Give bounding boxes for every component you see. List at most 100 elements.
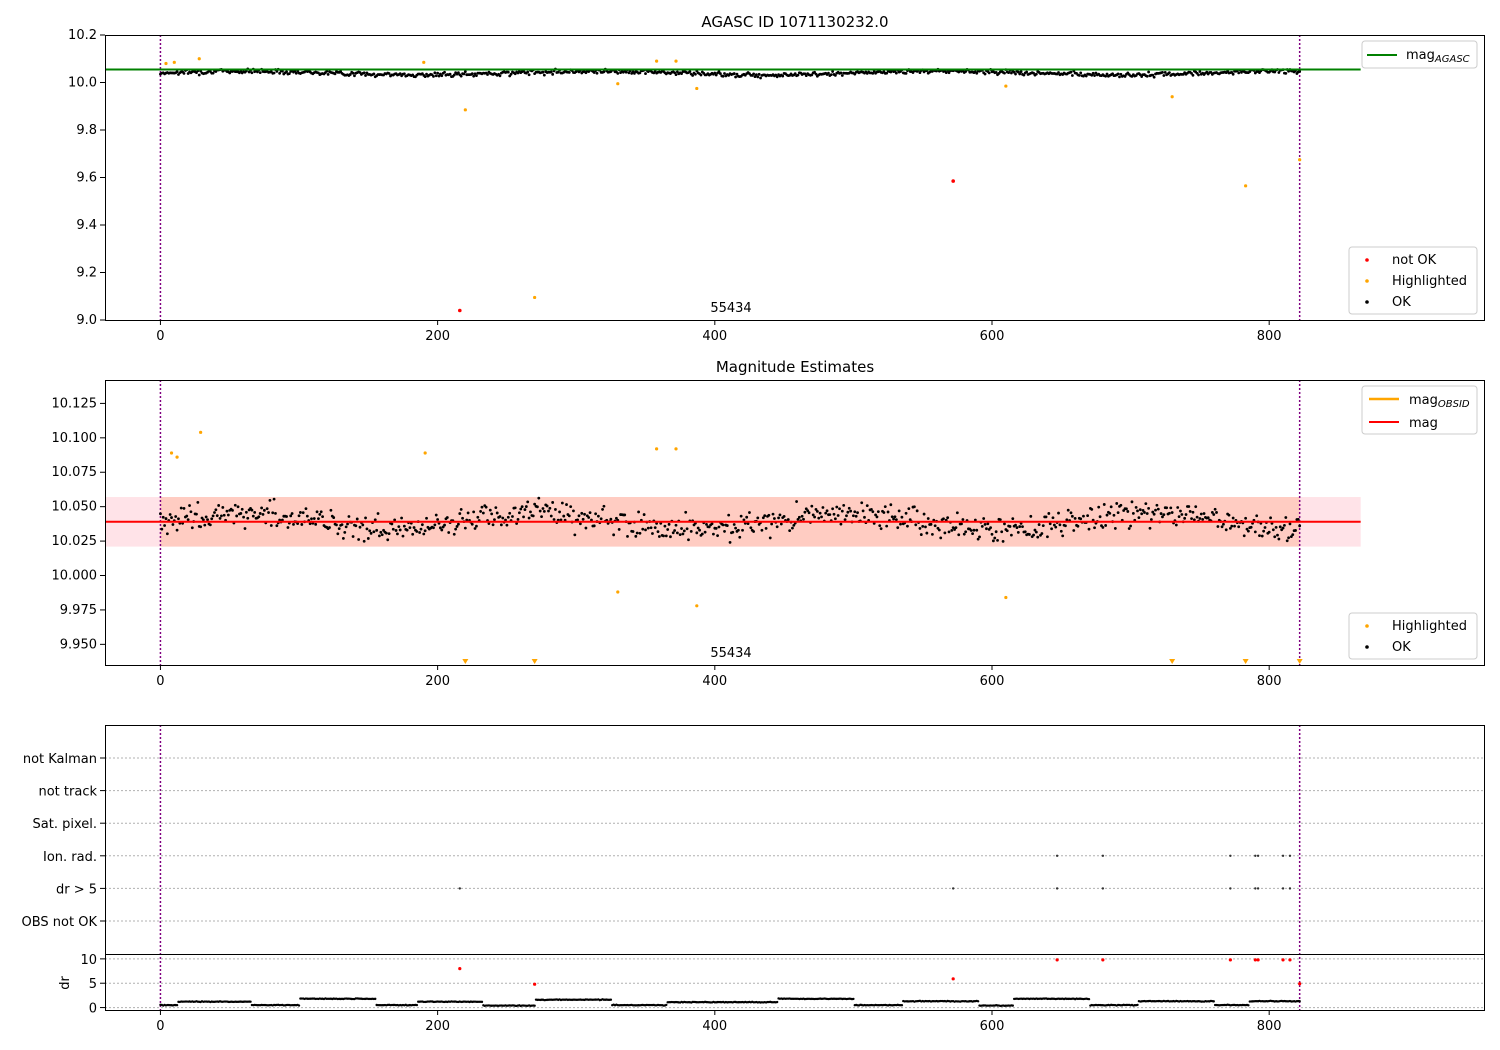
ok-point: [559, 518, 563, 522]
ok-point: [870, 508, 873, 511]
not-ok-point: [951, 179, 955, 183]
legend2-ok: OK: [1392, 640, 1411, 655]
y-tick-label: 9.2: [76, 266, 97, 281]
ok-point: [796, 73, 800, 77]
ok-point: [590, 518, 593, 522]
ok-point: [250, 71, 254, 75]
ok-point: [423, 75, 427, 79]
y-tick-label: 10.025: [52, 534, 98, 549]
ok-point: [278, 71, 282, 75]
ok-point: [185, 514, 189, 518]
ok-point: [1046, 535, 1049, 539]
ok-point: [420, 523, 424, 527]
ok-point: [817, 516, 821, 520]
ok-point: [509, 72, 513, 76]
panel1-line-legend: magAGASC: [1361, 40, 1478, 69]
ok-point: [567, 514, 571, 518]
ok-point: [197, 73, 201, 77]
ok-point: [1000, 530, 1004, 534]
ok-point: [498, 515, 502, 518]
ok-point: [829, 73, 833, 77]
flag-point: [1254, 887, 1257, 890]
ok-point: [480, 505, 484, 509]
ok-point: [336, 532, 340, 536]
ok-point: [1034, 530, 1038, 534]
ok-point: [1029, 514, 1033, 518]
ok-point: [723, 530, 726, 533]
ok-point: [511, 515, 514, 518]
ok-point: [890, 515, 894, 519]
ok-point: [364, 74, 367, 77]
ok-point: [792, 524, 796, 527]
flag-point: [1229, 887, 1232, 890]
ok-point: [533, 502, 537, 506]
clipped-marker: [1242, 659, 1249, 664]
panel1-frame: [105, 35, 1485, 321]
ok-point: [548, 506, 552, 510]
ok-point: [587, 516, 591, 519]
dr-tick-label: 5: [89, 977, 97, 992]
ok-point: [939, 536, 943, 540]
ok-point: [171, 523, 175, 526]
panel1-obsid-label: 55434: [710, 301, 751, 316]
ok-point: [1263, 526, 1267, 529]
ok-point: [1296, 517, 1300, 521]
ok-point: [894, 71, 898, 75]
ok-point: [562, 514, 566, 518]
ok-point: [947, 530, 951, 534]
panel3-frame: [105, 725, 1485, 1011]
y-tick-label: 9.975: [60, 603, 97, 618]
ok-point: [199, 525, 203, 529]
dr-point: [415, 1003, 419, 1007]
ok-point: [1152, 75, 1156, 79]
ok-point: [732, 72, 736, 75]
ok-point: [717, 70, 721, 73]
ok-point: [1087, 527, 1091, 531]
ok-point: [856, 511, 859, 515]
dr-flagged-point: [533, 982, 537, 986]
ok-point: [527, 516, 531, 520]
ok-point: [1287, 536, 1290, 540]
ok-point: [366, 537, 370, 540]
ok-point: [1090, 73, 1094, 77]
ok-point: [541, 507, 545, 510]
ok-point: [815, 509, 819, 513]
ok-point: [1040, 532, 1044, 535]
x-tick-label: 0: [156, 1019, 164, 1034]
ok-point: [735, 72, 739, 76]
ok-point: [1145, 512, 1149, 515]
ok-point: [1253, 530, 1257, 534]
y-tick-label: 9.0: [76, 313, 97, 328]
ok-point: [1224, 528, 1228, 532]
ok-point: [1163, 70, 1167, 74]
ok-point: [756, 516, 760, 520]
ok-point: [541, 70, 545, 74]
ok-point: [1032, 533, 1035, 537]
ok-point: [520, 505, 524, 509]
ok-point: [175, 70, 179, 74]
ok-point: [567, 70, 571, 74]
ok-point: [975, 71, 979, 75]
ok-point: [275, 524, 279, 528]
y-tick-label: 10.075: [52, 465, 98, 480]
dr-flagged-point: [1256, 958, 1260, 962]
ok-point: [319, 510, 323, 514]
ok-point: [964, 70, 968, 73]
ok-point: [1147, 70, 1151, 74]
ok-point: [222, 513, 226, 517]
ok-point: [1047, 512, 1051, 515]
ok-point: [1209, 71, 1213, 74]
ok-point: [202, 518, 205, 522]
ok-point: [257, 515, 261, 519]
ok-point: [1093, 74, 1096, 77]
ok-point: [436, 518, 440, 521]
ok-point: [1145, 74, 1149, 78]
ok-point: [987, 71, 991, 75]
ok-point: [1015, 526, 1019, 529]
ok-point: [170, 516, 173, 519]
ok-point: [991, 539, 995, 543]
ok-point: [599, 517, 603, 521]
legend2-highlighted: Highlighted: [1392, 619, 1467, 634]
ok-point: [878, 524, 882, 528]
ok-point: [1141, 509, 1145, 512]
